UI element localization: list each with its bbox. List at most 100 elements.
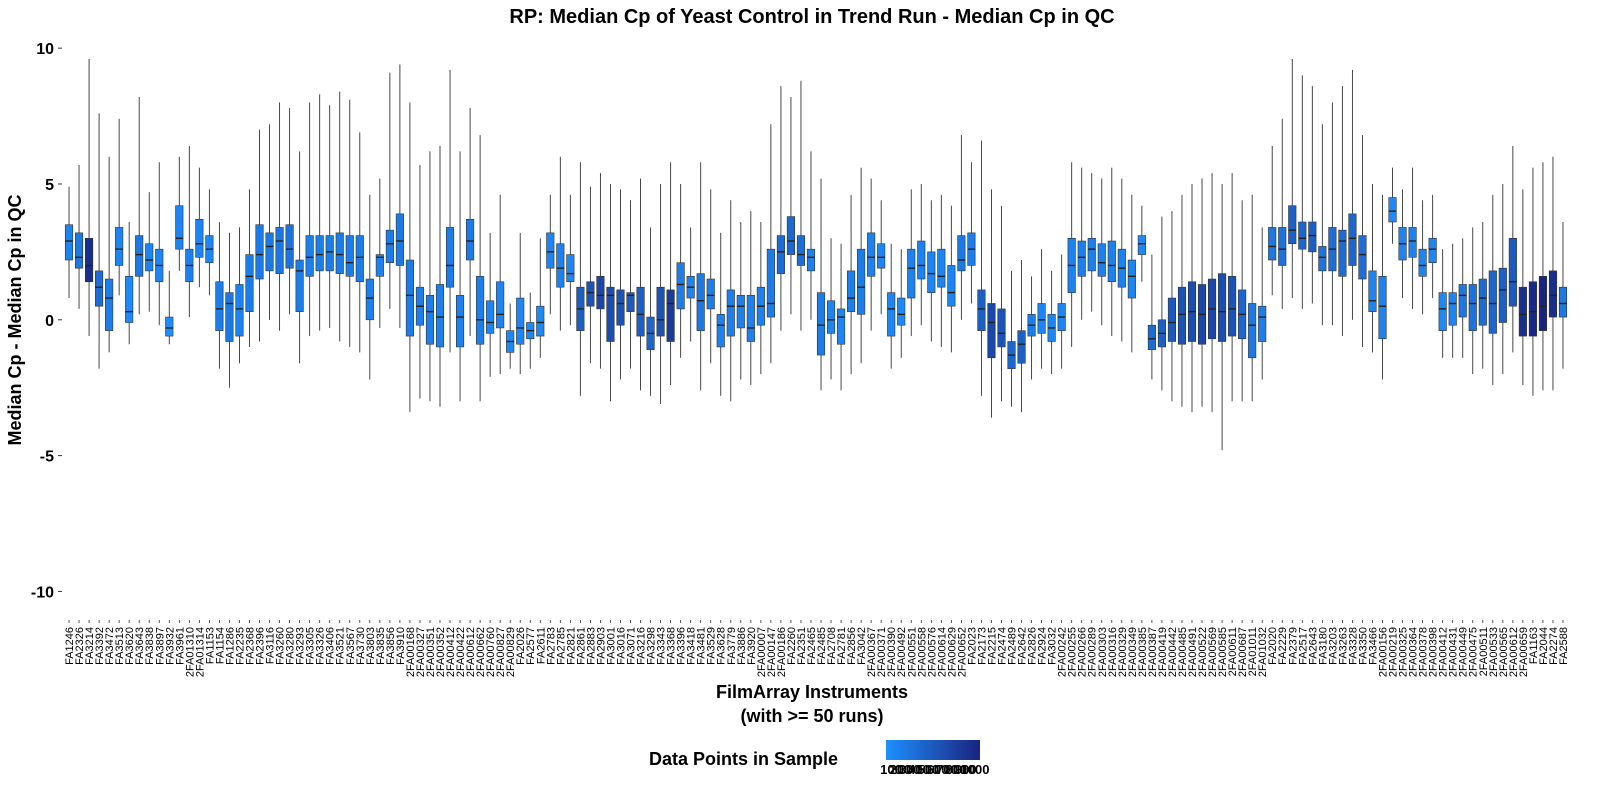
box-body	[1548, 270, 1558, 318]
box-13	[185, 145, 194, 318]
box-37	[425, 151, 435, 402]
x-tick-label: FA3529	[706, 627, 718, 665]
box-110	[1157, 216, 1166, 391]
box-body	[766, 248, 775, 318]
box-body	[947, 265, 956, 307]
box-68	[736, 221, 745, 380]
box-body	[486, 300, 495, 334]
x-tick-label: FA3392	[94, 627, 106, 665]
box-body	[1248, 303, 1257, 359]
x-tick-label: 2FA00576	[926, 627, 938, 677]
box-45	[506, 303, 515, 369]
box-57	[626, 200, 635, 369]
y-tick-label: -10	[31, 584, 54, 601]
box-body	[395, 213, 404, 266]
x-tick-label: 2FA00349	[1127, 627, 1139, 677]
x-tick-label: FA3856	[385, 627, 397, 665]
box-body	[1338, 229, 1347, 277]
box-body	[1498, 267, 1507, 323]
box-body	[1077, 240, 1086, 277]
x-tick-label: FA3835	[375, 627, 387, 665]
legend-tick-label: 600	[927, 762, 949, 777]
box-body	[175, 205, 184, 250]
box-body	[385, 229, 394, 264]
x-tick-label: FA3620	[124, 627, 136, 665]
box-body	[445, 227, 455, 288]
box-body	[1418, 248, 1427, 277]
box-140	[1458, 238, 1467, 358]
box-115	[1207, 173, 1217, 413]
box-72	[776, 86, 785, 331]
x-tick-label: 2FA00352	[435, 627, 447, 677]
box-33	[385, 72, 394, 309]
box-14	[195, 167, 204, 288]
x-tick-label: 2FA00186	[776, 627, 788, 677]
box-147	[1528, 167, 1537, 396]
x-tick-label: FA2229	[1277, 627, 1289, 665]
x-tick-label: FA2517	[1297, 627, 1309, 665]
box-21	[265, 124, 274, 320]
x-tick-label: FA3628	[716, 627, 728, 665]
box-103	[1087, 173, 1096, 312]
x-tick-label: FA2326	[74, 627, 86, 665]
box-130	[1358, 135, 1367, 347]
box-body	[806, 248, 816, 272]
box-150	[1558, 221, 1568, 369]
x-tick-label: 2FA00485	[1177, 627, 1189, 677]
box-body	[1298, 221, 1307, 250]
x-tick-label: 2FA00147	[766, 627, 778, 677]
box-129	[1348, 69, 1357, 320]
x-tick-label: 2FA00565	[1498, 627, 1510, 677]
x-tick-label: 2FA00652	[956, 627, 968, 677]
legend-tick-label: 700	[936, 762, 958, 777]
x-tick-label: FA2883	[585, 627, 597, 665]
box-body	[64, 224, 74, 261]
box-body	[1107, 240, 1116, 283]
x-tick-label: FA3326	[315, 627, 327, 665]
box-body	[1308, 221, 1317, 253]
box-145	[1508, 145, 1517, 353]
box-108	[1137, 205, 1146, 282]
x-tick-label: FA3001	[605, 627, 617, 665]
box-body	[315, 235, 324, 272]
box-34	[395, 64, 404, 328]
x-tick-label: FA3116	[265, 627, 277, 664]
x-tick-label: FA3897	[154, 627, 166, 665]
box-89	[947, 205, 956, 353]
box-87	[927, 200, 936, 342]
box-body	[496, 281, 505, 329]
y-tick-label: 0	[45, 313, 54, 330]
x-tick-label: FA2821	[565, 627, 577, 665]
x-tick-label: FA3216	[636, 627, 648, 665]
box-107	[1127, 194, 1136, 353]
x-tick-label: 2FA00612	[465, 627, 477, 677]
box-body	[726, 289, 735, 337]
box-82	[877, 200, 886, 315]
box-96	[1017, 260, 1026, 413]
x-axis: FA1246FA2326FA3214FA3392FA3472FA3513FA36…	[64, 620, 1570, 677]
box-body	[927, 251, 936, 293]
box-body	[1518, 286, 1527, 337]
box-86	[917, 183, 926, 326]
x-tick-label: FA2396	[255, 627, 267, 665]
x-tick-label: 2FA00827	[495, 627, 507, 677]
x-tick-label: 2FA00371	[876, 627, 888, 677]
x-tick-label: FA2489	[1007, 627, 1019, 665]
x-tick-label: FA3350	[1357, 627, 1369, 665]
x-tick-label: FA3298	[646, 627, 658, 665]
box-56	[616, 189, 625, 380]
x-tick-label: FA3180	[1317, 627, 1329, 665]
x-tick-label: 2FA00491	[1187, 627, 1199, 677]
box-body	[706, 278, 715, 310]
x-tick-label: FA3328	[1347, 627, 1359, 665]
x-tick-label: 2FA00390	[886, 627, 898, 677]
box-83	[887, 243, 896, 369]
x-tick-label: FA3042	[856, 627, 868, 665]
box-body	[977, 289, 986, 331]
box-54	[596, 173, 605, 369]
x-tick-label: 2FA00168	[405, 627, 417, 677]
box-109	[1147, 254, 1156, 380]
x-tick-label: FA3779	[726, 627, 738, 665]
box-body	[285, 224, 294, 269]
